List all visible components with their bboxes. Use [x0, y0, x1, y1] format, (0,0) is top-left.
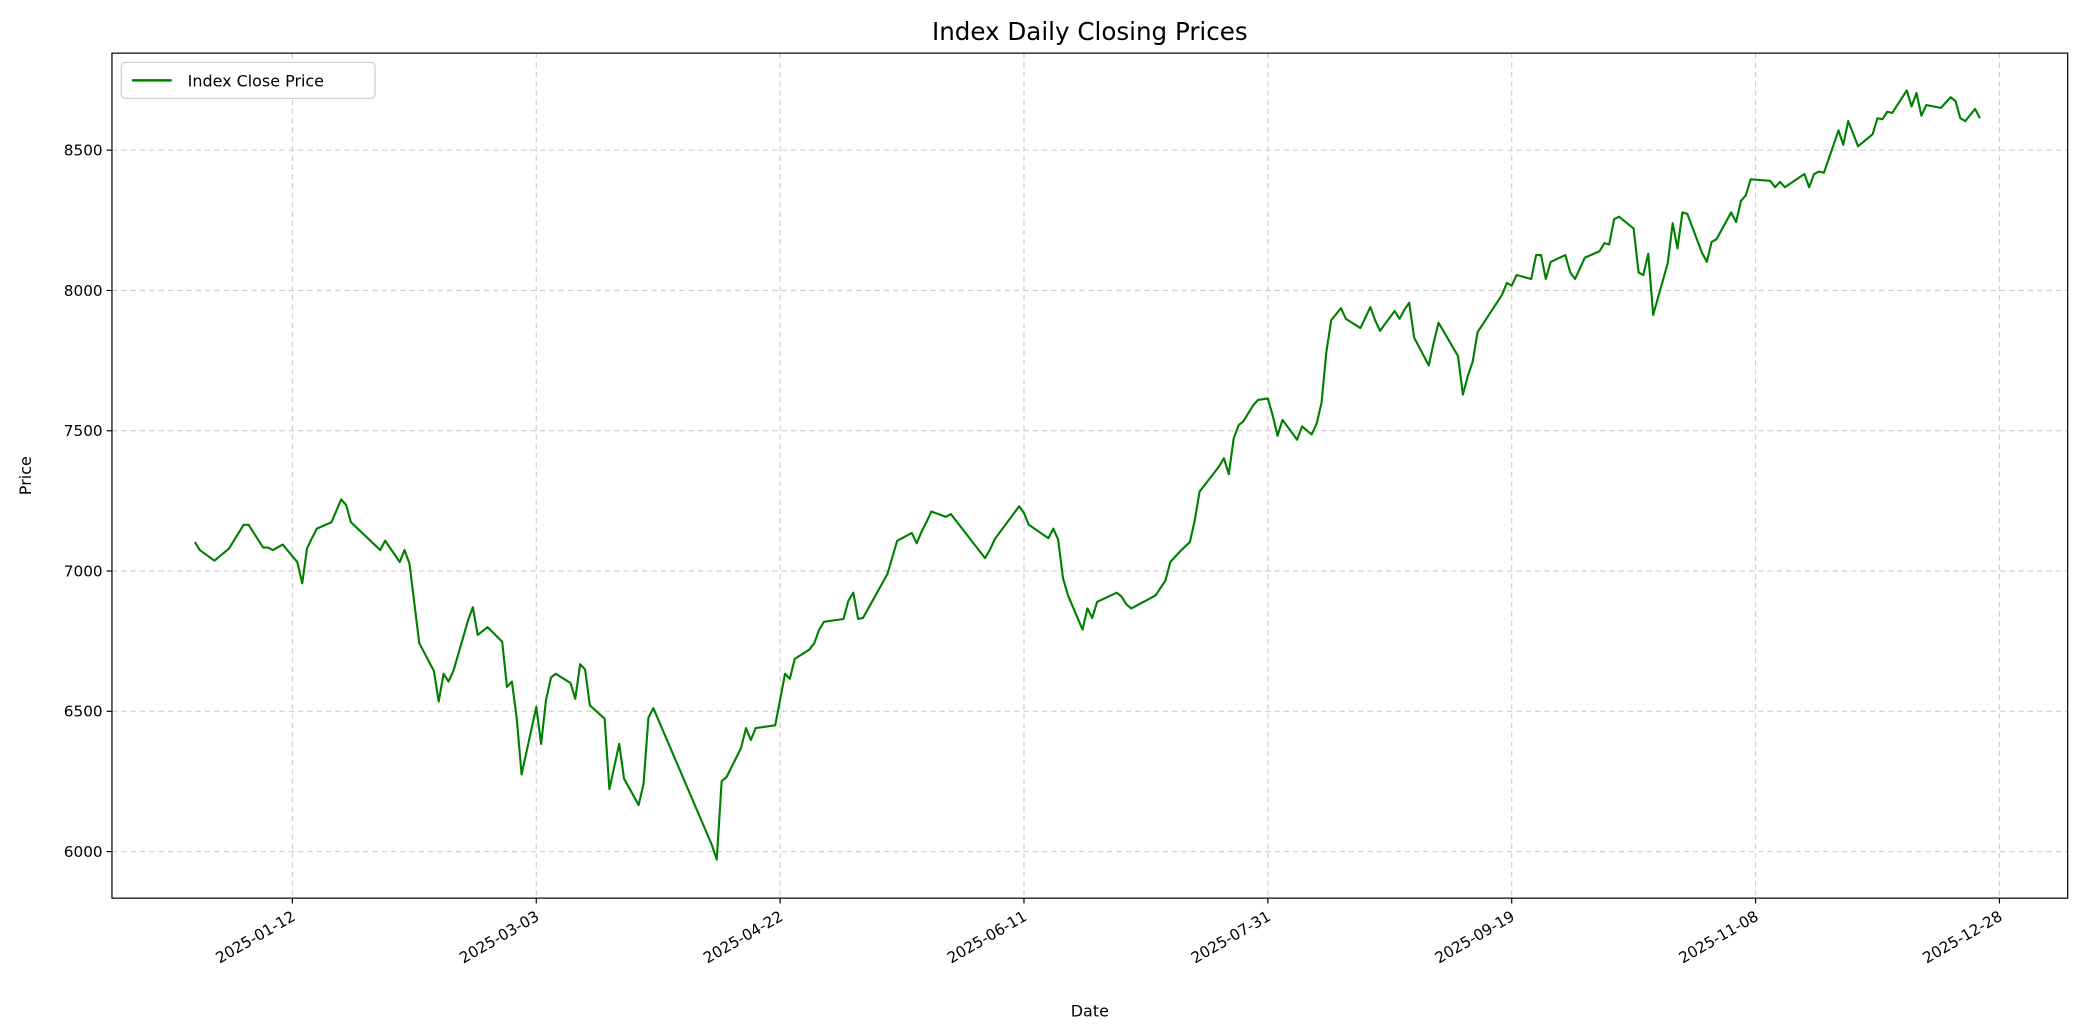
x-tick-label: 2025-12-28 — [1920, 907, 2006, 967]
x-tick-label: 2025-07-31 — [1188, 907, 1274, 967]
series-line-index-close-price — [193, 89, 1981, 861]
y-axis: 6000 6500 7000 7500 8000 8500 — [64, 142, 112, 861]
x-axis-label: Date — [1071, 1001, 1109, 1020]
chart-title: Index Daily Closing Prices — [932, 17, 1248, 46]
x-tick-label: 2025-04-22 — [700, 907, 786, 967]
x-tick-label: 2025-03-03 — [456, 907, 542, 967]
legend-label: Index Close Price — [188, 71, 324, 90]
plot-frame — [111, 52, 2069, 899]
y-tick-label: 8500 — [64, 142, 103, 160]
y-tick-label: 7500 — [64, 422, 103, 440]
grid — [111, 53, 2068, 899]
y-tick-label: 7000 — [64, 562, 103, 580]
x-axis: 2025-01-12 2025-03-03 2025-04-22 2025-06-11… — [213, 898, 2006, 967]
x-tick-label: 2025-11-08 — [1676, 907, 1762, 967]
y-tick-label: 6500 — [64, 703, 103, 721]
legend-box — [120, 61, 376, 99]
x-tick-label: 2025-06-11 — [944, 907, 1030, 967]
x-tick-label: 2025-09-19 — [1432, 907, 1518, 967]
y-tick-label: 6000 — [64, 843, 103, 861]
y-axis-label: Price — [16, 456, 35, 495]
y-tick-label: 8000 — [64, 282, 103, 300]
legend: Index Close Price — [120, 61, 376, 99]
series-layer — [193, 89, 1981, 861]
x-tick-label: 2025-01-12 — [213, 907, 299, 967]
